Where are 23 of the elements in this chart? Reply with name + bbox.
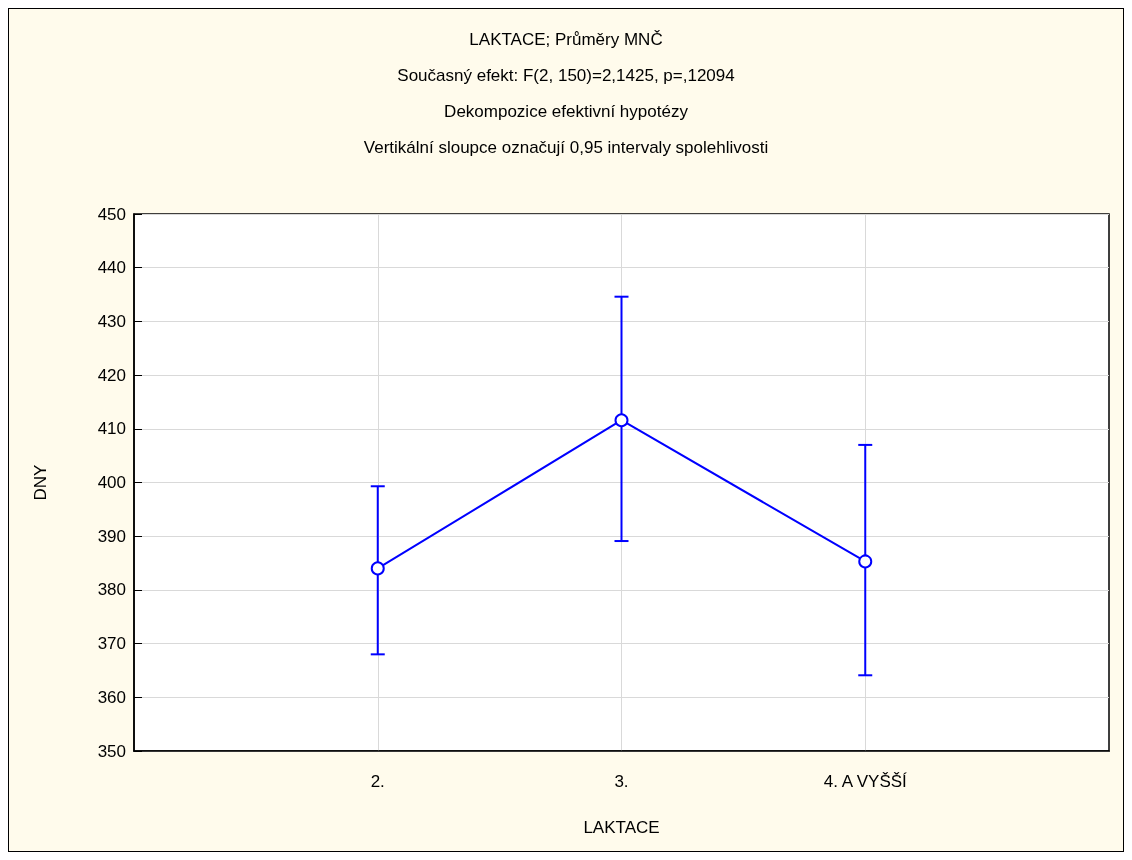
y-tick-label: 420 (97, 365, 126, 385)
y-tick-label: 430 (97, 311, 126, 331)
point (614, 413, 629, 428)
y-tick-label: 350 (97, 741, 126, 761)
y-tick-label: 450 (97, 204, 126, 224)
chart-subtitle: Současný efekt: F(2, 150)=2,1425, p=,12094 (397, 66, 735, 85)
point (370, 561, 385, 576)
y-tick-label: 440 (97, 258, 126, 278)
x-tick-label: 2. (370, 772, 385, 791)
y-tick-label: 400 (97, 473, 126, 492)
x-tick-label: 3. (614, 772, 629, 791)
point (858, 554, 873, 569)
x-tick-label: 4. A VYŠŠÍ (823, 772, 908, 791)
y-tick-label: 380 (97, 580, 126, 600)
chart-title: LAKTACE; Průměry MNČ (469, 30, 663, 49)
text: Dekompozice efektivní hypotézy (444, 102, 689, 121)
text: Vertikální sloupce označují 0,95 intervaly spolehlivosti (363, 138, 769, 157)
y-tick-label: 410 (97, 419, 126, 439)
y-tick-label: 370 (97, 634, 126, 654)
y-tick-label: 390 (97, 526, 126, 546)
x-axis-title: LAKTACE (583, 818, 660, 837)
y-tick-label: 360 (97, 687, 126, 707)
y-axis-title: DNY (31, 464, 50, 501)
